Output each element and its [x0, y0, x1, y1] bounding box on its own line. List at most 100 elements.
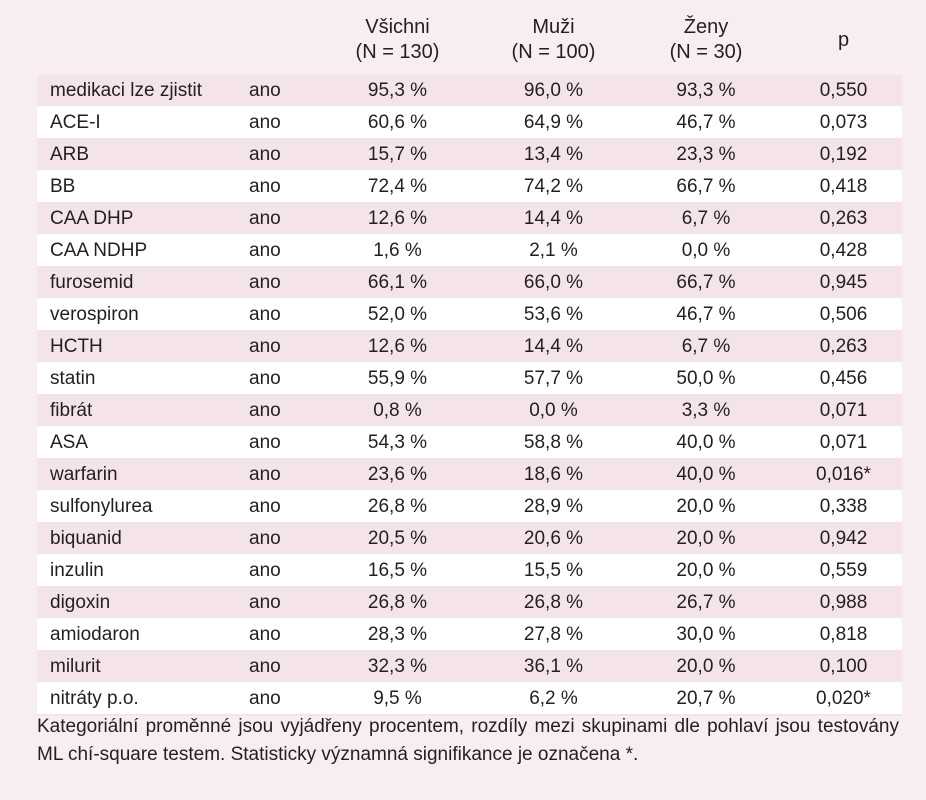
table-row: amiodaron ano 28,3 % 27,8 % 30,0 % 0,818: [37, 619, 902, 652]
header-women-label: Ženy: [683, 16, 729, 38]
cell-drug-name: ACE-I: [37, 107, 247, 140]
cell-answer: ano: [247, 587, 315, 620]
cell-all: 60,6 %: [315, 107, 480, 140]
cell-all: 52,0 %: [315, 299, 480, 332]
cell-men: 0,0 %: [480, 395, 627, 428]
header-empty-name: [37, 5, 247, 75]
table-row: biquanid ano 20,5 % 20,6 % 20,0 % 0,942: [37, 523, 902, 556]
cell-women: 26,7 %: [627, 587, 785, 620]
cell-men: 36,1 %: [480, 651, 627, 684]
cell-answer: ano: [247, 235, 315, 268]
cell-drug-name: statin: [37, 363, 247, 396]
cell-men: 13,4 %: [480, 139, 627, 172]
cell-men: 64,9 %: [480, 107, 627, 140]
cell-answer: ano: [247, 107, 315, 140]
cell-men: 58,8 %: [480, 427, 627, 460]
cell-answer: ano: [247, 491, 315, 524]
cell-all: 1,6 %: [315, 235, 480, 268]
cell-men: 6,2 %: [480, 683, 627, 716]
cell-p-value: 0,506: [785, 299, 902, 332]
medication-table: Všichni (N = 130) Muži (N = 100) Ženy (N…: [37, 5, 902, 716]
table-row: ARB ano 15,7 % 13,4 % 23,3 % 0,192: [37, 139, 902, 172]
cell-drug-name: fibrát: [37, 395, 247, 428]
header-men-count: (N = 100): [511, 41, 596, 63]
cell-p-value: 0,016*: [785, 459, 902, 492]
cell-all: 12,6 %: [315, 331, 480, 364]
cell-men: 57,7 %: [480, 363, 627, 396]
table-row: CAA DHP ano 12,6 % 14,4 % 6,7 % 0,263: [37, 203, 902, 236]
cell-men: 20,6 %: [480, 523, 627, 556]
header-p-label: p: [837, 28, 850, 51]
header-p: p: [785, 5, 902, 75]
table-row: HCTH ano 12,6 % 14,4 % 6,7 % 0,263: [37, 331, 902, 364]
cell-men: 15,5 %: [480, 555, 627, 588]
table-row: statin ano 55,9 % 57,7 % 50,0 % 0,456: [37, 363, 902, 396]
cell-drug-name: sulfonylurea: [37, 491, 247, 524]
cell-all: 0,8 %: [315, 395, 480, 428]
cell-drug-name: BB: [37, 171, 247, 204]
cell-answer: ano: [247, 619, 315, 652]
cell-women: 46,7 %: [627, 299, 785, 332]
table-row: CAA NDHP ano 1,6 % 2,1 % 0,0 % 0,428: [37, 235, 902, 268]
cell-women: 30,0 %: [627, 619, 785, 652]
cell-p-value: 0,100: [785, 651, 902, 684]
cell-men: 96,0 %: [480, 75, 627, 108]
cell-answer: ano: [247, 427, 315, 460]
cell-p-value: 0,988: [785, 587, 902, 620]
cell-answer: ano: [247, 139, 315, 172]
cell-answer: ano: [247, 523, 315, 556]
cell-women: 40,0 %: [627, 459, 785, 492]
cell-p-value: 0,559: [785, 555, 902, 588]
cell-men: 14,4 %: [480, 331, 627, 364]
cell-answer: ano: [247, 459, 315, 492]
header-all-count: (N = 130): [355, 41, 440, 63]
cell-drug-name: HCTH: [37, 331, 247, 364]
table-row: fibrát ano 0,8 % 0,0 % 3,3 % 0,071: [37, 395, 902, 428]
cell-women: 6,7 %: [627, 203, 785, 236]
cell-all: 66,1 %: [315, 267, 480, 300]
cell-women: 23,3 %: [627, 139, 785, 172]
cell-women: 3,3 %: [627, 395, 785, 428]
cell-women: 66,7 %: [627, 171, 785, 204]
cell-women: 46,7 %: [627, 107, 785, 140]
cell-drug-name: inzulin: [37, 555, 247, 588]
cell-drug-name: CAA NDHP: [37, 235, 247, 268]
header-all-label: Všichni: [365, 16, 430, 38]
cell-men: 27,8 %: [480, 619, 627, 652]
cell-p-value: 0,192: [785, 139, 902, 172]
table-footnote: Kategoriální proměnné jsou vyjádřeny pro…: [37, 716, 899, 765]
table-header: Všichni (N = 130) Muži (N = 100) Ženy (N…: [37, 5, 902, 75]
cell-p-value: 0,942: [785, 523, 902, 556]
cell-women: 20,7 %: [627, 683, 785, 716]
cell-answer: ano: [247, 267, 315, 300]
cell-answer: ano: [247, 363, 315, 396]
cell-p-value: 0,263: [785, 331, 902, 364]
cell-p-value: 0,071: [785, 427, 902, 460]
cell-answer: ano: [247, 203, 315, 236]
cell-all: 26,8 %: [315, 587, 480, 620]
cell-women: 6,7 %: [627, 331, 785, 364]
cell-men: 28,9 %: [480, 491, 627, 524]
cell-p-value: 0,550: [785, 75, 902, 108]
cell-all: 16,5 %: [315, 555, 480, 588]
table-row: sulfonylurea ano 26,8 % 28,9 % 20,0 % 0,338: [37, 491, 902, 524]
header-men-label: Muži: [532, 16, 575, 38]
cell-all: 23,6 %: [315, 459, 480, 492]
table-row: milurit ano 32,3 % 36,1 % 20,0 % 0,100: [37, 651, 902, 684]
cell-women: 20,0 %: [627, 651, 785, 684]
cell-answer: ano: [247, 75, 315, 108]
cell-answer: ano: [247, 651, 315, 684]
header-women: Ženy (N = 30): [627, 5, 785, 75]
cell-p-value: 0,945: [785, 267, 902, 300]
cell-answer: ano: [247, 299, 315, 332]
cell-all: 72,4 %: [315, 171, 480, 204]
cell-drug-name: amiodaron: [37, 619, 247, 652]
cell-drug-name: digoxin: [37, 587, 247, 620]
cell-p-value: 0,418: [785, 171, 902, 204]
cell-men: 14,4 %: [480, 203, 627, 236]
cell-all: 12,6 %: [315, 203, 480, 236]
cell-drug-name: ASA: [37, 427, 247, 460]
cell-all: 28,3 %: [315, 619, 480, 652]
cell-drug-name: warfarin: [37, 459, 247, 492]
